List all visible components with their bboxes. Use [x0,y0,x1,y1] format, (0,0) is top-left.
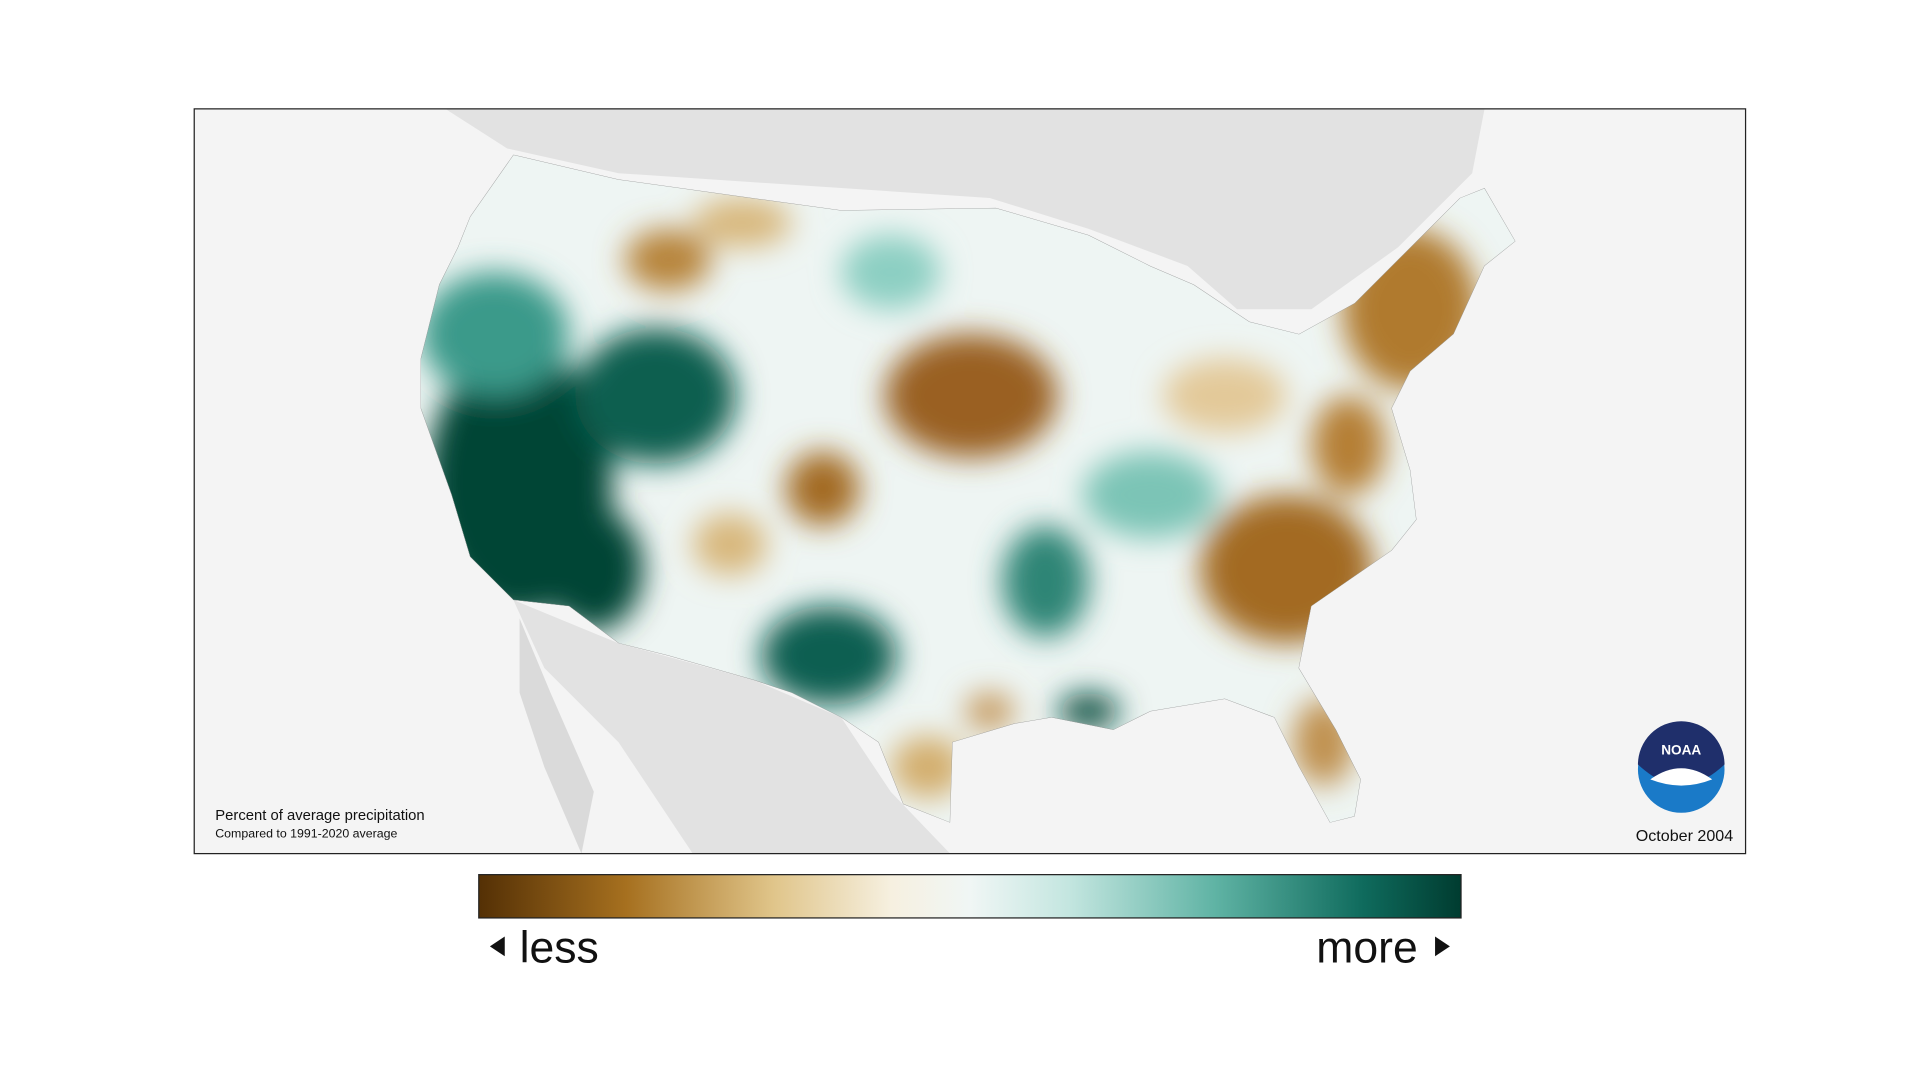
baja [519,618,594,854]
more-arrow [1435,936,1450,957]
map-frame [193,108,1747,855]
color-scale [478,874,1462,919]
mexico [513,600,951,854]
noaa-logo: NOAA [1637,721,1725,813]
less-arrow [489,936,505,957]
surrounding-land [445,108,1485,854]
caption-title: Percent of average precipitation [215,808,424,824]
legend-low-label: less [520,923,599,972]
date-label: October 2004 [1636,827,1733,845]
logo-text: NOAA [1661,743,1701,758]
legend-high-label: more [1316,923,1417,972]
caption-subtitle: Compared to 1991-2020 average [215,827,397,841]
canada [445,108,1485,310]
